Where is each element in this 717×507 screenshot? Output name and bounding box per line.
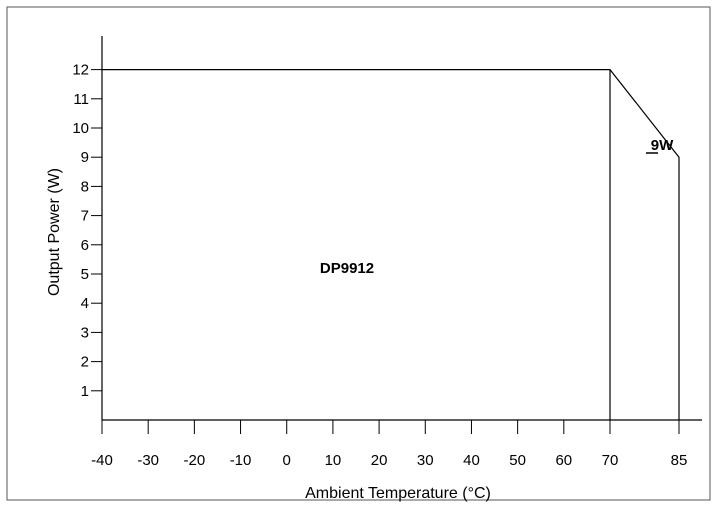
- x-tick-label: -20: [184, 452, 206, 469]
- y-tick-label: 4: [81, 295, 89, 312]
- x-tick-label: 30: [417, 452, 434, 469]
- x-axis-label: Ambient Temperature (°C): [305, 485, 491, 502]
- y-axis-label: Output Power (W): [46, 168, 63, 296]
- x-tick-label: -30: [137, 452, 159, 469]
- x-tick-label: 20: [371, 452, 388, 469]
- x-tick-label: -10: [230, 452, 252, 469]
- annotation-model: DP9912: [320, 260, 374, 277]
- x-tick-label: 40: [463, 452, 480, 469]
- x-tick-label: 60: [555, 452, 572, 469]
- x-tick-label: 70: [602, 452, 619, 469]
- y-tick-label: 2: [81, 354, 89, 371]
- y-tick-label: 8: [81, 178, 89, 195]
- data-marks: [102, 68, 680, 420]
- y-tick-label: 12: [72, 62, 89, 79]
- x-tick-label: 0: [283, 452, 291, 469]
- y-tick-label: 6: [81, 237, 89, 254]
- x-tick-label: 10: [325, 452, 342, 469]
- y-tick-label: 7: [81, 208, 89, 225]
- derating-curve: [102, 68, 680, 420]
- axes: [101, 36, 702, 421]
- x-tick-label: 85: [671, 452, 688, 469]
- y-tick-label: 1: [81, 383, 89, 400]
- y-tick-label: 11: [73, 91, 89, 108]
- labels: Ambient Temperature (°C) Output Power (W…: [46, 62, 687, 502]
- annotation-9w: 9W: [651, 137, 674, 154]
- chart-frame: [6, 6, 711, 501]
- x-tick-label: 50: [509, 452, 526, 469]
- ticks: [91, 69, 680, 434]
- y-tick-label: 9: [81, 149, 89, 166]
- y-tick-label: 5: [81, 266, 89, 283]
- y-tick-label: 10: [72, 120, 89, 137]
- x-tick-label: -40: [91, 452, 113, 469]
- y-tick-label: 3: [81, 324, 89, 341]
